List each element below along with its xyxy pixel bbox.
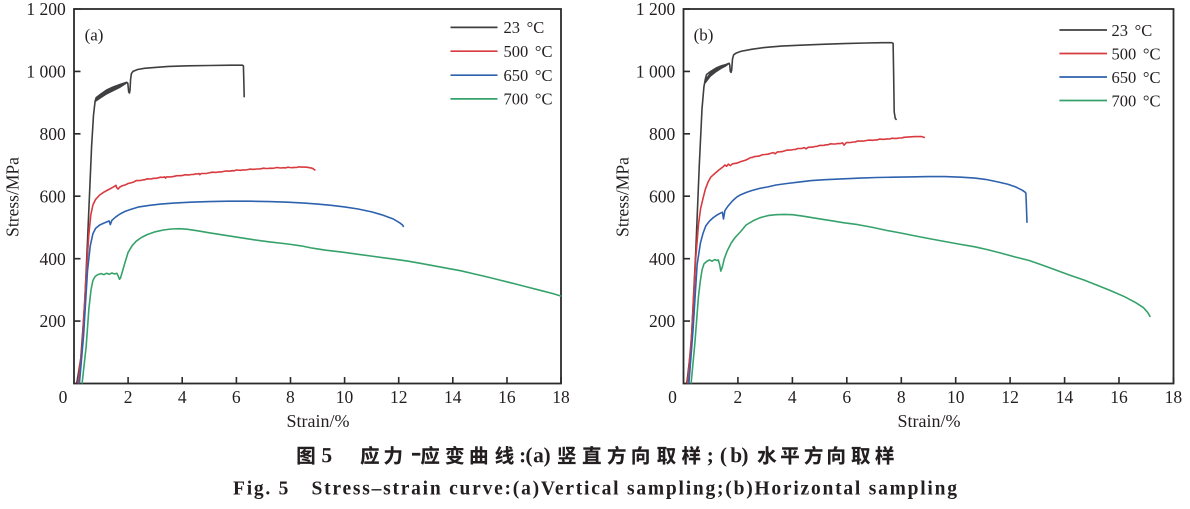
svg-text:Strain/%: Strain/%	[898, 411, 961, 431]
svg-text:1 000: 1 000	[26, 62, 66, 82]
svg-text:12: 12	[1001, 387, 1019, 407]
svg-text:400: 400	[649, 249, 676, 269]
svg-text:16: 16	[498, 387, 516, 407]
svg-text:23: 23	[1112, 21, 1129, 40]
svg-text:Fig. 5 Stress–strain curve:(a): Fig. 5 Stress–strain curve:(a)Vertical s…	[233, 479, 957, 500]
svg-text:(a): (a)	[85, 25, 104, 44]
svg-text:8: 8	[897, 387, 906, 407]
svg-text:23: 23	[504, 18, 521, 37]
svg-text:700: 700	[504, 90, 529, 109]
svg-text:0: 0	[59, 387, 68, 407]
svg-text:1 200: 1 200	[636, 0, 676, 19]
svg-text:10: 10	[947, 387, 965, 407]
svg-text:700: 700	[1112, 91, 1137, 110]
svg-text:8: 8	[286, 387, 295, 407]
svg-text:Stress/MPa: Stress/MPa	[3, 157, 23, 237]
svg-text:200: 200	[39, 311, 66, 331]
svg-text:800: 800	[39, 124, 66, 144]
svg-text:°C: °C	[1135, 21, 1153, 40]
svg-text:600: 600	[39, 186, 66, 206]
svg-text:14: 14	[444, 387, 462, 407]
svg-text:12: 12	[390, 387, 408, 407]
svg-text:2: 2	[734, 387, 743, 407]
svg-text:14: 14	[1056, 387, 1074, 407]
svg-text:4: 4	[178, 387, 187, 407]
svg-text:°C: °C	[1143, 44, 1161, 63]
svg-text:(b): (b)	[694, 25, 714, 44]
svg-text:18: 18	[1165, 387, 1183, 407]
svg-text:10: 10	[336, 387, 354, 407]
svg-text:650: 650	[504, 66, 529, 85]
svg-text:200: 200	[649, 311, 676, 331]
svg-text:500: 500	[1112, 44, 1137, 63]
svg-text:1 200: 1 200	[26, 0, 66, 19]
svg-text:1 000: 1 000	[636, 62, 676, 82]
svg-text:°C: °C	[1143, 68, 1161, 87]
svg-text:°C: °C	[1143, 91, 1161, 110]
svg-text:°C: °C	[527, 18, 545, 37]
svg-text:650: 650	[1112, 68, 1137, 87]
svg-text:500: 500	[504, 42, 529, 61]
svg-text:Stress/MPa: Stress/MPa	[613, 157, 633, 237]
svg-text:400: 400	[39, 249, 66, 269]
svg-text:6: 6	[232, 387, 241, 407]
svg-text:2: 2	[124, 387, 133, 407]
svg-text:6: 6	[842, 387, 851, 407]
svg-text:°C: °C	[535, 90, 553, 109]
svg-text:800: 800	[649, 124, 676, 144]
svg-text:°C: °C	[535, 66, 553, 85]
svg-text:18: 18	[552, 387, 570, 407]
svg-text:°C: °C	[535, 42, 553, 61]
svg-text:Strain/%: Strain/%	[287, 411, 350, 431]
svg-text:4: 4	[788, 387, 797, 407]
svg-text:0: 0	[668, 387, 677, 407]
svg-text:600: 600	[649, 186, 676, 206]
svg-text:16: 16	[1110, 387, 1128, 407]
